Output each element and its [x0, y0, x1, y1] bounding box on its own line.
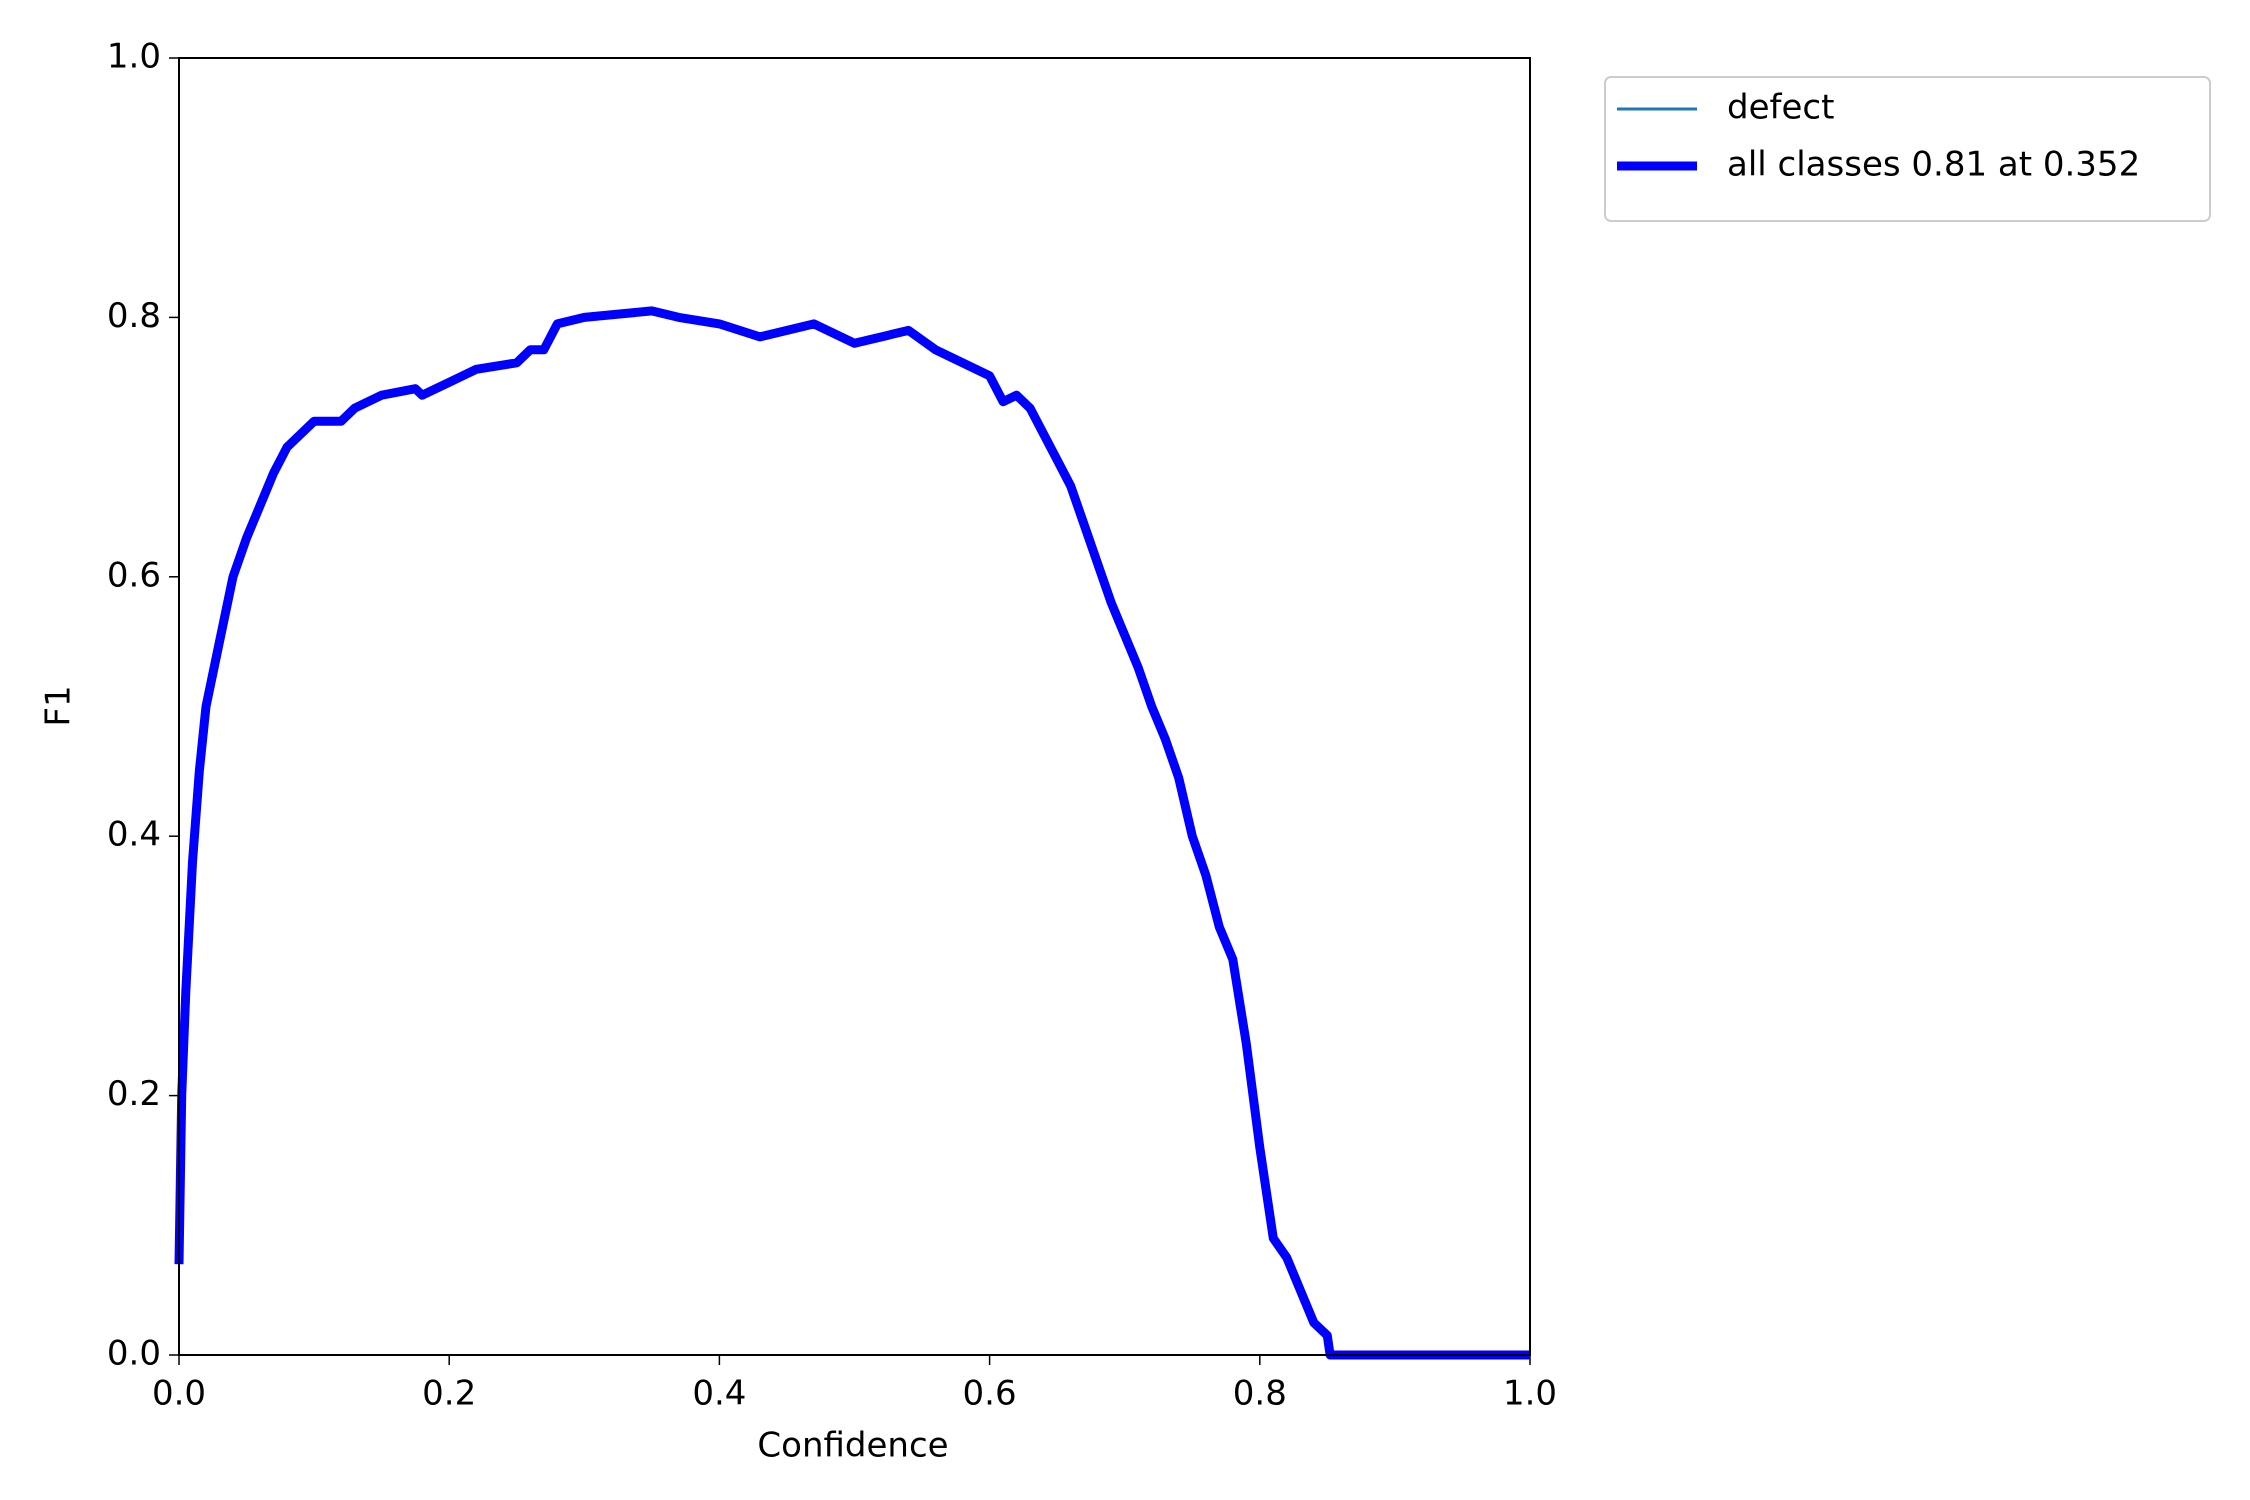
y-tick-label: 0.6 — [107, 555, 161, 595]
x-tick-label: 0.0 — [152, 1374, 206, 1414]
line-series — [174, 306, 1530, 1360]
x-tick-label: 0.8 — [1233, 1374, 1287, 1414]
x-tick-label: 0.2 — [422, 1374, 476, 1414]
legend-box — [1604, 76, 2211, 222]
x-tick-label: 0.4 — [692, 1374, 746, 1414]
y-axis-label: F1 — [39, 685, 79, 726]
y-tick-label: 0.8 — [107, 296, 161, 336]
y-tick-label: 0.2 — [107, 1074, 161, 1114]
y-tick-label: 0.4 — [107, 815, 161, 855]
x-tick-label: 1.0 — [1503, 1374, 1557, 1414]
y-tick-label: 1.0 — [107, 37, 161, 77]
x-tick-label: 0.6 — [963, 1374, 1017, 1414]
plot-frame — [178, 57, 1531, 1356]
legend-label: defect — [1727, 88, 1834, 128]
x-axis-label: Confidence — [757, 1426, 948, 1466]
legend-label: all classes 0.81 at 0.352 — [1727, 145, 2140, 185]
y-tick-label: 0.0 — [107, 1334, 161, 1374]
